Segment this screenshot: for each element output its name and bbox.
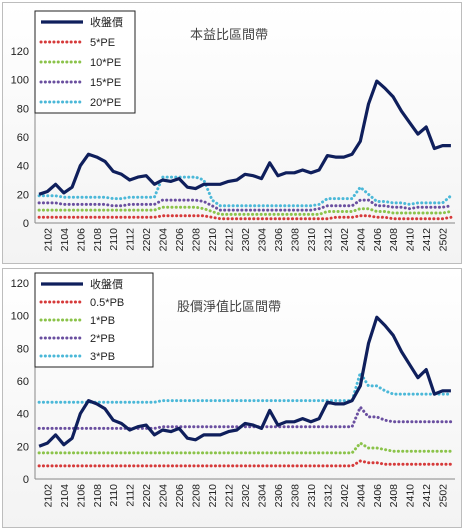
x-tick-label: 2106 (75, 484, 87, 508)
x-tick-label: 2104 (59, 228, 71, 252)
y-tick-label: 120 (11, 46, 29, 58)
x-tick-label: 2410 (405, 228, 417, 252)
y-tick-label: 60 (17, 376, 29, 388)
y-tick-label: 0 (23, 474, 29, 486)
y-tick-label: 40 (17, 161, 29, 173)
legend-label: 5*PE (90, 37, 115, 49)
pe-band-chart-svg: 0 20 40 60 80 100 120 2102 2104 2106 2108 2110 2112 2… (11, 10, 455, 252)
x-tick-label: 2204 (158, 228, 170, 252)
x-tick-label: 2304 (256, 228, 268, 252)
series-line-0 (38, 79, 451, 196)
legend-label: 10*PE (90, 57, 121, 69)
pe-band-chart: 0 20 40 60 80 100 120 2102 2104 2106 2108 2110 2112 2… (2, 2, 462, 264)
series-line-1 (37, 214, 453, 221)
x-tick-label: 2308 (289, 228, 301, 252)
x-tick-label: 2204 (158, 484, 170, 508)
legend-label: 收盤價 (90, 15, 123, 29)
x-tick-label: 2102 (42, 484, 54, 508)
x-tick-label: 2206 (174, 228, 186, 252)
x-tick-label: 2312 (322, 484, 334, 508)
legend: 收盤價 5*PE 10*PE 15*PE 20*PE (34, 10, 136, 114)
y-tick-label: 80 (17, 343, 29, 355)
series-line-3 (37, 198, 453, 212)
y-tick-label: 60 (17, 132, 29, 144)
y-tick-label: 20 (17, 441, 29, 453)
series-line-2 (37, 441, 453, 455)
y-tick-label: 80 (17, 103, 29, 115)
x-tick-label: 2406 (372, 228, 384, 252)
x-tick-label: 2308 (289, 484, 301, 508)
x-tick-label: 2112 (125, 484, 137, 507)
chart-title: 股價淨值比區間帶 (177, 299, 281, 314)
pb-band-chart: 0 20 40 60 80 100 120 2102 2104 2106 2108 2110 2112 2… (2, 268, 462, 528)
x-tick-label: 2302 (240, 484, 252, 508)
x-tick-label: 2202 (141, 228, 153, 252)
x-tick-label: 2108 (92, 484, 104, 508)
x-tick-label: 2112 (125, 228, 137, 251)
x-tick-label: 2108 (92, 228, 104, 252)
x-tick-label: 2412 (421, 484, 433, 508)
x-tick-label: 2110 (108, 228, 120, 251)
series-line-3 (37, 404, 453, 430)
x-tick-label: 2212 (224, 228, 236, 252)
x-tick-label: 2306 (273, 228, 285, 252)
x-tick-label: 2208 (191, 228, 203, 252)
x-tick-label: 2304 (256, 484, 268, 508)
y-tick-label: 40 (17, 409, 29, 421)
chart-title: 本益比區間帶 (190, 27, 268, 42)
x-tick-label: 2412 (421, 228, 433, 252)
legend: 收盤價 0.5*PB 1*PB 2*PB 3*PB (34, 272, 154, 368)
legend-label: 15*PE (90, 77, 121, 89)
x-tick-label: 2210 (207, 484, 219, 508)
pb-band-chart-svg: 0 20 40 60 80 100 120 2102 2104 2106 2108 2110 2112 2… (11, 272, 455, 508)
x-tick-label: 2502 (438, 228, 450, 252)
x-tick-label: 2212 (224, 484, 236, 508)
series-line-2 (37, 205, 453, 216)
x-tick-label: 2406 (372, 484, 384, 508)
x-tick-label: 2408 (388, 228, 400, 252)
series-line-4 (37, 369, 453, 404)
legend-label: 1*PB (90, 315, 115, 327)
x-tick-label: 2104 (59, 484, 71, 508)
x-tick-label: 2206 (174, 484, 186, 508)
x-tick-label: 2404 (355, 228, 367, 252)
y-tick-label: 100 (11, 311, 29, 323)
y-tick-label: 20 (17, 189, 29, 201)
x-tick-label: 2202 (141, 484, 153, 508)
legend-box (34, 10, 136, 114)
legend-label: 3*PB (90, 351, 115, 363)
y-tick-label: 120 (11, 278, 29, 290)
x-tick-label: 2210 (207, 228, 219, 252)
x-tick-label: 2408 (388, 484, 400, 508)
x-tick-label: 2102 (42, 228, 54, 252)
x-tick-label: 2404 (355, 484, 367, 508)
legend-label: 0.5*PB (90, 297, 124, 309)
legend-label: 收盤價 (90, 277, 123, 291)
x-tick-label: 2306 (273, 484, 285, 508)
x-tick-label: 2310 (306, 484, 318, 508)
series-line-0 (38, 315, 451, 448)
x-tick-label: 2110 (108, 484, 120, 507)
legend-label: 2*PB (90, 333, 115, 345)
series-line-1 (37, 459, 453, 468)
x-tick-label: 2106 (75, 228, 87, 252)
x-tick-label: 2402 (339, 484, 351, 508)
x-tick-label: 2310 (306, 228, 318, 252)
legend-label: 20*PE (90, 97, 121, 109)
x-tick-label: 2410 (405, 484, 417, 508)
x-tick-label: 2502 (438, 484, 450, 508)
x-tick-label: 2208 (191, 484, 203, 508)
x-tick-label: 2312 (322, 228, 334, 252)
x-tick-label: 2302 (240, 228, 252, 252)
series-line-4 (37, 175, 453, 208)
y-tick-label: 0 (23, 218, 29, 230)
y-tick-label: 100 (11, 75, 29, 87)
x-tick-label: 2402 (339, 228, 351, 252)
